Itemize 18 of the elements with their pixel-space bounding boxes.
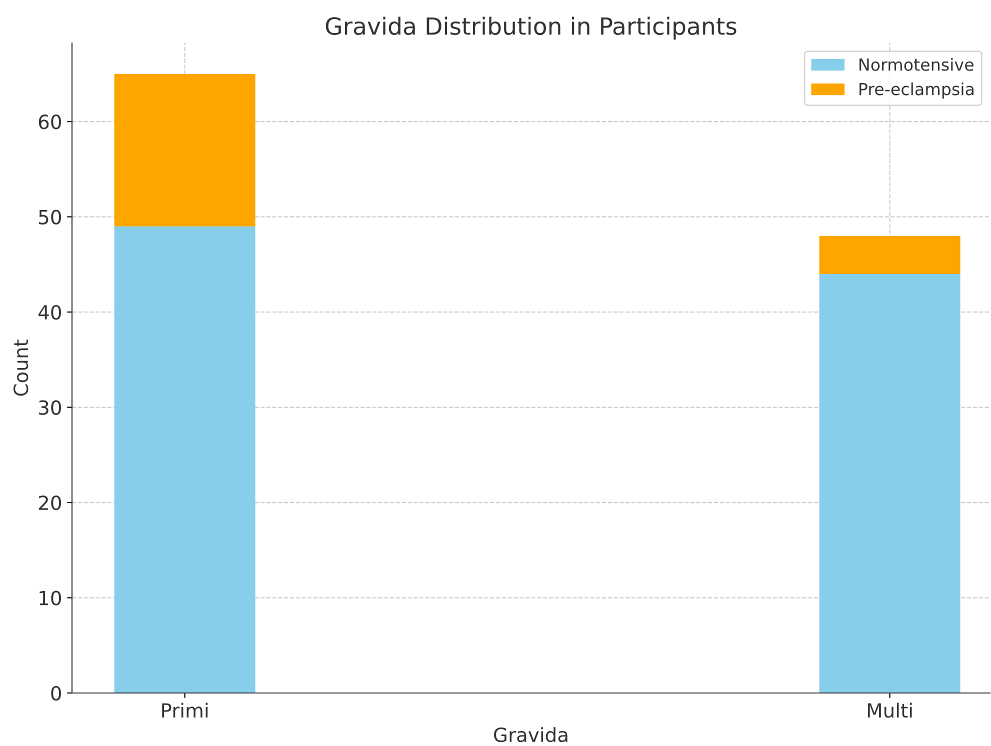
y-tick-label: 40 — [38, 305, 61, 320]
x-tick-label: Multi — [868, 702, 912, 718]
bar — [819, 236, 960, 274]
y-tick-label: 50 — [39, 210, 61, 224]
chart-title: Gravida Distribution in Participants — [326, 16, 736, 40]
y-axis-title: Count — [14, 340, 28, 396]
bar — [114, 226, 256, 693]
y-tick-label: 10 — [40, 590, 61, 606]
x-axis-title: Gravida — [494, 727, 568, 742]
legend-label: Pre-eclampsia — [860, 82, 974, 99]
x-tick-label: Primi — [162, 702, 208, 718]
y-tick-label: 0 — [51, 686, 61, 701]
legend-label: Normotensive — [860, 58, 974, 71]
y-tick-label: 30 — [39, 400, 61, 415]
y-tick-label: 60 — [38, 114, 61, 130]
bar — [819, 274, 960, 693]
bar — [114, 74, 256, 226]
y-tick-label: 20 — [38, 495, 61, 510]
